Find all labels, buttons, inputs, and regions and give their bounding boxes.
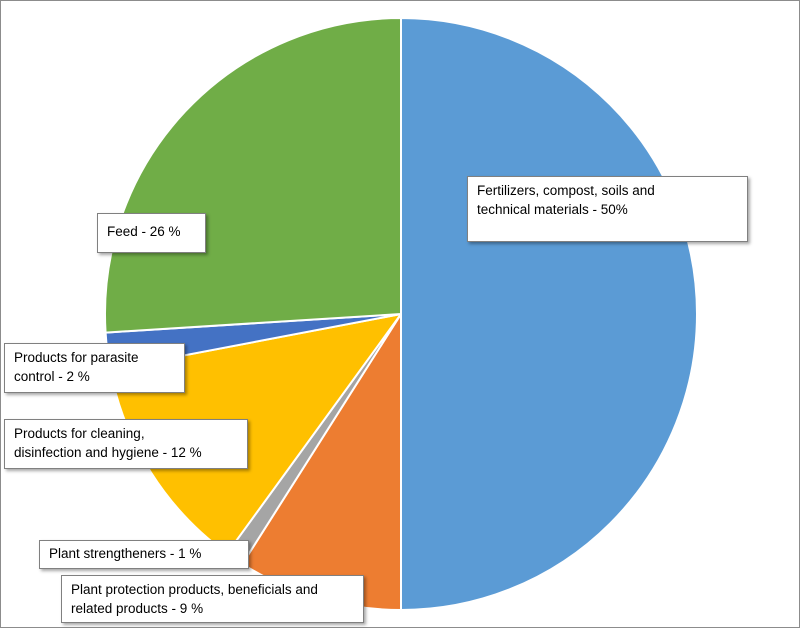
slice-label-line: Products for cleaning, [14,426,145,441]
pie-slice-feed [104,17,402,334]
slice-label-cleaning: Products for cleaning, disinfection and … [4,419,248,469]
slice-label-plant-strengtheners: Plant strengtheners - 1 % [39,540,249,569]
slice-label-line: Products for parasite [14,350,139,365]
slice-label-line: disinfection and hygiene - 12 % [14,445,202,460]
slice-label-line: technical materials - 50% [477,202,628,217]
slice-label-fertilizers: Fertilizers, compost, soils and technica… [467,176,748,242]
pie-slice-fertilizers [400,17,698,611]
slice-label-line: Feed - 26 % [107,224,181,239]
slice-label-parasite-control: Products for parasite control - 2 % [4,343,185,393]
slice-label-plant-protection: Plant protection products, beneficials a… [61,575,364,623]
slice-label-feed: Feed - 26 % [97,213,206,253]
slice-label-line: related products - 9 % [71,601,204,616]
slice-label-line: Fertilizers, compost, soils and [477,183,655,198]
slice-label-line: control - 2 % [14,369,90,384]
slice-label-line: Plant protection products, beneficials a… [71,582,318,597]
slice-label-line: Plant strengtheners - 1 % [49,546,202,561]
